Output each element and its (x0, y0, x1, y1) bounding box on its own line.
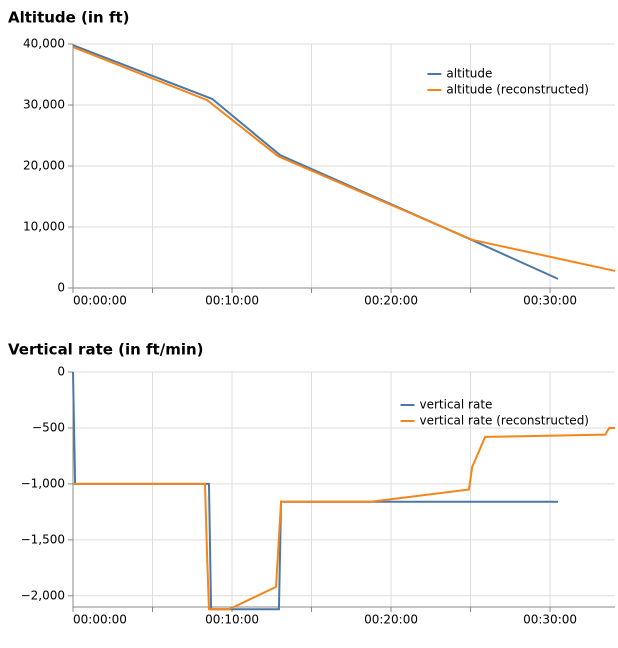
series-line (73, 426, 615, 611)
chart-title: Altitude (in ft) (8, 9, 130, 27)
legend-label: vertical rate (reconstructed) (419, 414, 589, 428)
legend-label: vertical rate (419, 398, 492, 412)
y-tick-label: −1,500 (21, 532, 65, 546)
y-tick-label: 0 (57, 365, 65, 379)
y-tick-label: 0 (57, 281, 65, 295)
x-tick-label: 00:00:00 (73, 613, 127, 627)
x-tick-label: 00:00:00 (73, 294, 127, 308)
y-tick-label: 20,000 (23, 159, 65, 173)
legend-label: altitude (reconstructed) (446, 83, 589, 97)
x-tick-label: 00:30:00 (523, 613, 577, 627)
series-line (72, 46, 616, 272)
y-tick-label: 30,000 (23, 98, 65, 112)
x-tick-label: 00:10:00 (205, 613, 259, 627)
y-tick-label: 10,000 (23, 220, 65, 234)
y-tick-label: 40,000 (23, 37, 65, 51)
x-tick-label: 00:20:00 (364, 613, 418, 627)
series-line (72, 44, 559, 280)
chart-title: Vertical rate (in ft/min) (8, 341, 204, 359)
y-tick-label: −1,000 (21, 476, 65, 490)
x-tick-label: 00:30:00 (523, 294, 577, 308)
legend-label: altitude (446, 67, 492, 81)
y-tick-label: −500 (32, 420, 65, 434)
x-tick-label: 00:20:00 (364, 294, 418, 308)
x-tick-label: 00:10:00 (205, 294, 259, 308)
y-tick-label: −2,000 (21, 588, 65, 602)
